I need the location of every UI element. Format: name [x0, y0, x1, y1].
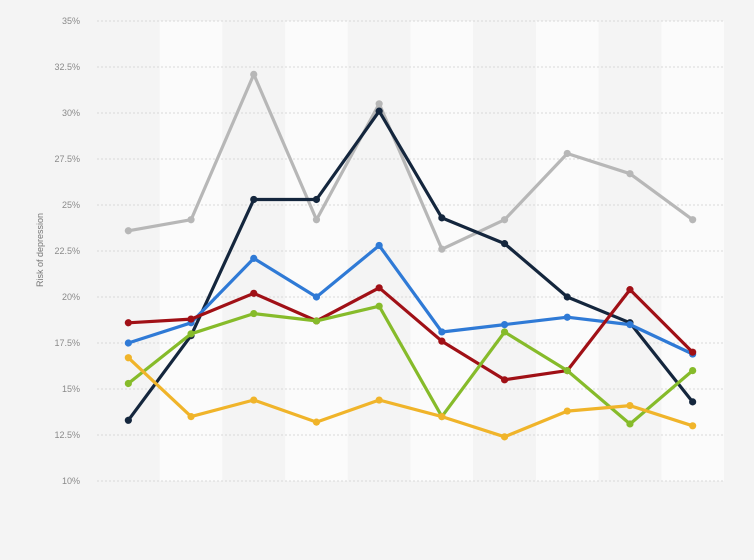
data-point[interactable] — [124, 416, 132, 424]
data-point[interactable] — [626, 170, 634, 178]
y-tick-label: 10% — [62, 476, 80, 486]
data-point[interactable] — [312, 418, 321, 426]
series — [124, 302, 697, 428]
series-line — [126, 72, 695, 251]
series — [124, 354, 697, 441]
data-point[interactable] — [563, 407, 571, 415]
data-point[interactable] — [124, 339, 132, 347]
data-point[interactable] — [500, 216, 509, 224]
data-point[interactable] — [500, 433, 509, 441]
data-point[interactable] — [375, 107, 383, 115]
data-point[interactable] — [438, 328, 446, 336]
data-point[interactable] — [187, 216, 195, 224]
data-point[interactable] — [689, 367, 697, 375]
data-point[interactable] — [124, 379, 132, 388]
data-point[interactable] — [250, 309, 258, 318]
data-point[interactable] — [563, 367, 571, 375]
series-line — [126, 304, 695, 426]
data-point[interactable] — [124, 227, 132, 235]
data-point[interactable] — [626, 286, 634, 294]
data-point[interactable] — [312, 317, 321, 325]
data-point[interactable] — [250, 195, 258, 204]
series-line — [126, 286, 695, 382]
data-point[interactable] — [438, 413, 446, 421]
data-point[interactable] — [250, 289, 258, 297]
data-point[interactable] — [500, 376, 509, 384]
y-tick-label: 12.5% — [54, 430, 80, 440]
data-point[interactable] — [563, 313, 571, 321]
y-tick-label: 25% — [62, 200, 80, 210]
series-line — [126, 243, 695, 356]
data-point[interactable] — [187, 413, 195, 421]
data-point[interactable] — [250, 254, 258, 262]
data-point[interactable] — [375, 396, 383, 404]
series-line — [126, 356, 695, 439]
y-axis-title: Risk of depression — [35, 213, 45, 287]
y-tick-label: 30% — [62, 108, 80, 118]
data-point[interactable] — [500, 240, 509, 248]
series-lines — [124, 70, 697, 441]
data-point[interactable] — [689, 348, 697, 356]
data-point[interactable] — [375, 241, 383, 250]
data-point[interactable] — [375, 100, 383, 108]
data-point[interactable] — [626, 401, 634, 410]
data-point[interactable] — [689, 398, 697, 406]
data-point[interactable] — [438, 214, 446, 222]
data-point[interactable] — [438, 245, 446, 253]
y-tick-label: 32.5% — [54, 62, 80, 72]
data-point[interactable] — [312, 216, 321, 224]
gridlines — [97, 20, 724, 482]
data-point[interactable] — [626, 321, 634, 329]
y-axis-tick-labels: 35% 32.5% 30% 27.5% 25% 22.5% 20% 17.5% 15% 12.5%… — [54, 16, 80, 486]
data-point[interactable] — [626, 420, 634, 428]
data-point[interactable] — [689, 216, 697, 224]
data-point[interactable] — [375, 302, 383, 310]
data-point[interactable] — [187, 315, 195, 323]
y-tick-label: 27.5% — [54, 154, 80, 164]
data-point[interactable] — [187, 330, 195, 338]
data-point[interactable] — [312, 293, 321, 301]
series — [124, 107, 697, 424]
data-point[interactable] — [124, 354, 132, 362]
y-tick-label: 15% — [62, 384, 80, 394]
data-point[interactable] — [250, 396, 258, 404]
y-tick-label: 20% — [62, 292, 80, 302]
data-point[interactable] — [250, 70, 258, 78]
series — [124, 70, 697, 253]
data-point[interactable] — [124, 319, 132, 327]
data-point[interactable] — [438, 337, 446, 345]
y-tick-label: 17.5% — [54, 338, 80, 348]
data-point[interactable] — [500, 328, 509, 336]
data-point[interactable] — [312, 195, 321, 204]
data-point[interactable] — [375, 284, 383, 292]
y-tick-label: 35% — [62, 16, 80, 26]
data-point[interactable] — [563, 293, 571, 301]
y-tick-label: 22.5% — [54, 246, 80, 256]
series-line — [126, 109, 695, 422]
data-point[interactable] — [500, 321, 509, 329]
data-point[interactable] — [689, 422, 697, 430]
data-point[interactable] — [563, 149, 571, 158]
